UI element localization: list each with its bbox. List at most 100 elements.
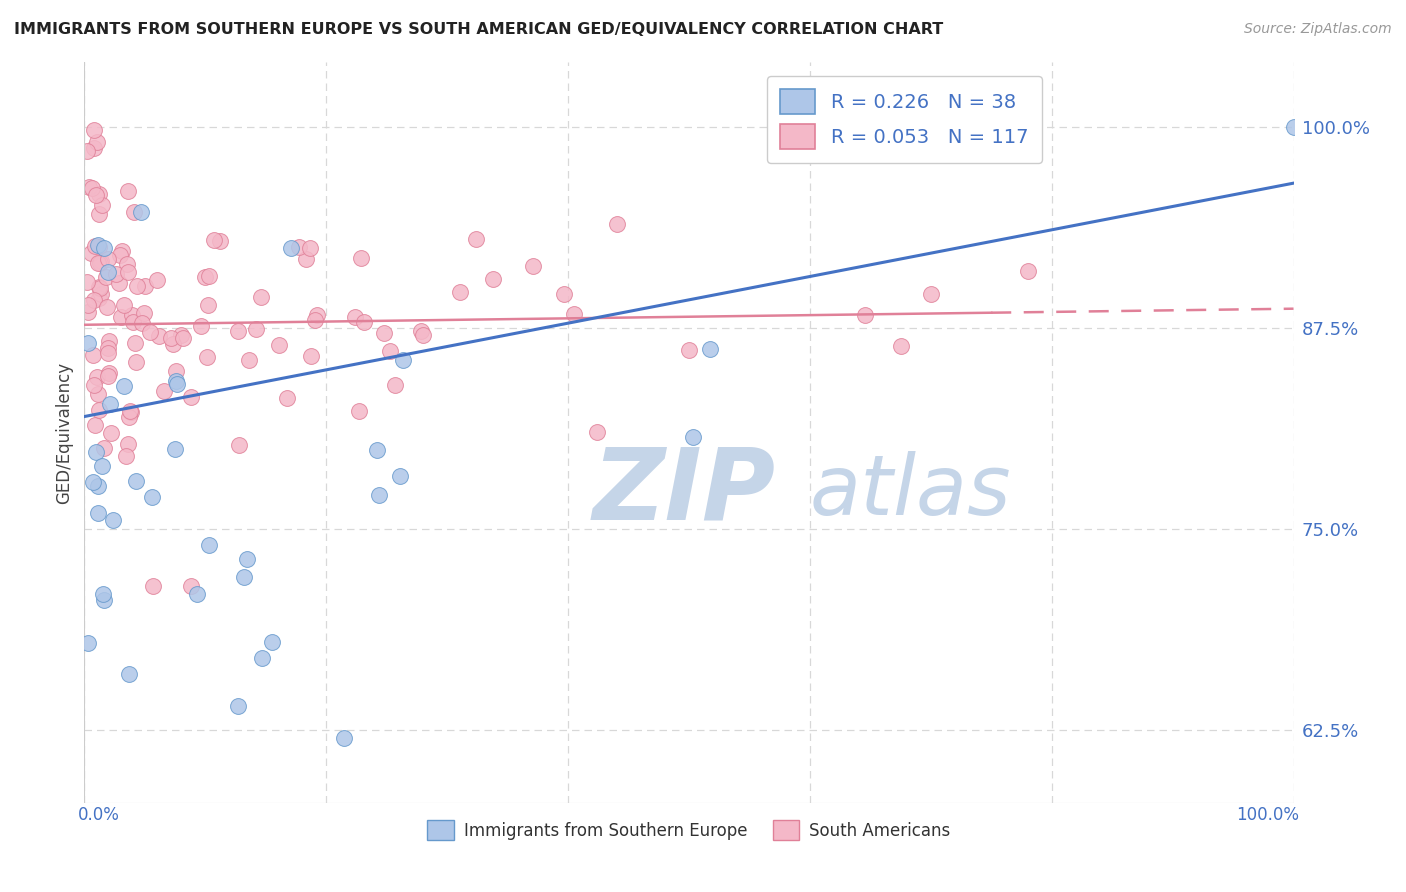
Text: IMMIGRANTS FROM SOUTHERN EUROPE VS SOUTH AMERICAN GED/EQUIVALENCY CORRELATION CH: IMMIGRANTS FROM SOUTHERN EUROPE VS SOUTH… (14, 22, 943, 37)
Point (553, 287, 575, 301)
Point (134, 278, 156, 293)
Point (699, 343, 721, 357)
Point (350, 252, 373, 266)
Text: Source: ZipAtlas.com: Source: ZipAtlas.com (1244, 22, 1392, 37)
Point (89, 256, 111, 270)
Point (115, 450, 138, 464)
Point (344, 310, 367, 325)
Point (522, 260, 544, 274)
Point (122, 315, 145, 329)
Point (118, 409, 141, 424)
Point (77, 179, 100, 194)
Point (198, 538, 221, 552)
Point (118, 403, 141, 417)
Point (108, 247, 131, 261)
Point (86, 136, 108, 150)
Point (86, 238, 108, 252)
Point (86, 370, 108, 384)
Point (186, 586, 208, 600)
Point (98, 334, 121, 348)
Point (127, 279, 149, 293)
Y-axis label: GED/Equivalency: GED/Equivalency (55, 361, 73, 504)
Point (139, 325, 162, 339)
Point (166, 376, 188, 391)
Point (152, 384, 174, 398)
Point (89, 281, 111, 295)
Point (96, 270, 118, 285)
Point (890, 339, 912, 353)
Point (77, 636, 100, 650)
Point (190, 319, 212, 334)
Point (87, 240, 110, 254)
Point (197, 298, 219, 312)
Point (412, 328, 434, 343)
Point (89, 207, 111, 221)
Point (120, 405, 142, 419)
Point (142, 578, 165, 592)
Point (87, 386, 110, 401)
Point (112, 298, 135, 312)
Point (195, 350, 218, 364)
Point (226, 324, 249, 338)
Point (180, 390, 202, 404)
Point (353, 315, 375, 329)
Point (115, 257, 138, 271)
Point (141, 490, 163, 504)
Point (83, 293, 105, 307)
Point (124, 205, 146, 219)
Point (83, 122, 105, 136)
Point (90, 459, 112, 474)
Point (89, 280, 111, 294)
Point (118, 667, 141, 681)
Point (180, 578, 202, 592)
Point (93, 441, 115, 455)
Point (564, 307, 586, 321)
Point (84, 417, 107, 432)
Point (86, 445, 108, 459)
Point (117, 265, 139, 279)
Point (77, 335, 100, 350)
Point (366, 442, 388, 457)
Point (83, 378, 105, 392)
Point (304, 313, 326, 327)
Point (87, 187, 110, 202)
Point (84, 239, 107, 253)
Point (110, 310, 132, 324)
Point (299, 349, 322, 363)
Point (86, 479, 108, 493)
Point (89, 291, 111, 305)
Point (97, 265, 120, 279)
Point (250, 651, 273, 665)
Point (920, 286, 942, 301)
Point (678, 343, 700, 357)
Point (97, 252, 120, 267)
Text: atlas: atlas (810, 451, 1011, 533)
Point (380, 343, 402, 358)
Point (82, 349, 104, 363)
Point (280, 241, 302, 255)
Point (267, 337, 290, 351)
Point (307, 309, 329, 323)
Point (90, 254, 112, 268)
Point (238, 353, 260, 368)
Point (98, 397, 121, 411)
Point (100, 425, 122, 440)
Point (853, 308, 876, 322)
Point (449, 285, 471, 299)
Point (125, 355, 148, 369)
Point (148, 329, 170, 343)
Point (298, 241, 321, 255)
Point (172, 331, 194, 345)
Point (198, 268, 221, 283)
Point (90, 286, 112, 301)
Point (347, 404, 370, 418)
Point (1282, 120, 1305, 134)
Point (93, 592, 115, 607)
Point (170, 327, 193, 342)
Point (80, 246, 103, 260)
Point (112, 379, 135, 393)
Point (76, 305, 98, 319)
Point (96, 300, 118, 314)
Point (202, 233, 225, 247)
Point (465, 232, 488, 246)
